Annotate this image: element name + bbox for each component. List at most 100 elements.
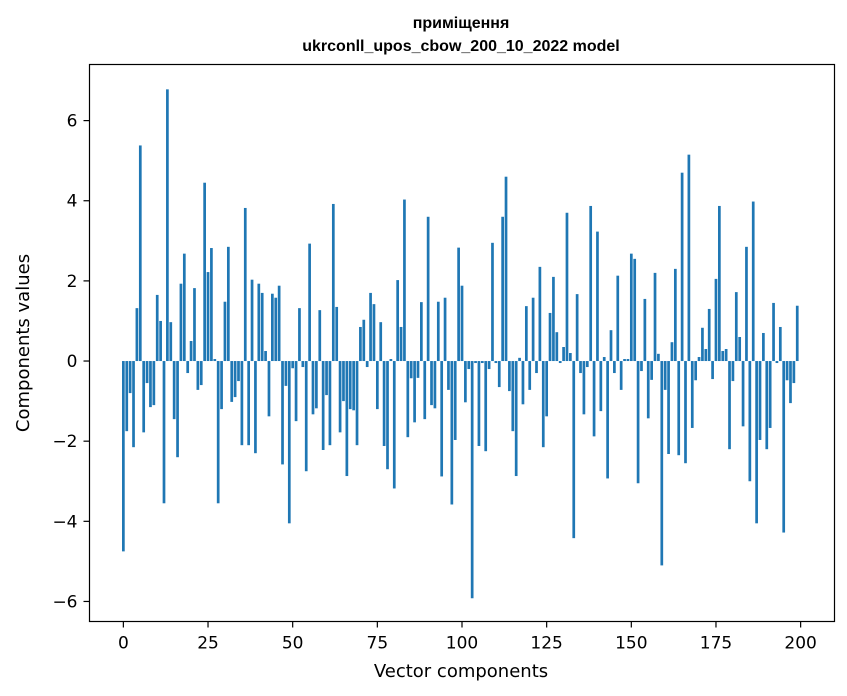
bar xyxy=(531,297,535,362)
y-tick-label: −4 xyxy=(52,512,77,532)
bar xyxy=(338,361,342,433)
y-tick-label: 4 xyxy=(67,192,78,212)
bar xyxy=(149,361,152,408)
bar xyxy=(166,89,169,362)
bar xyxy=(650,361,653,380)
bar xyxy=(348,361,352,410)
bar xyxy=(271,293,274,362)
bar xyxy=(369,292,372,362)
bar xyxy=(707,308,711,362)
bar xyxy=(125,361,129,432)
bar xyxy=(284,361,288,386)
bar xyxy=(518,357,521,362)
x-tick-label: 25 xyxy=(197,634,219,654)
bar xyxy=(721,351,725,362)
bar xyxy=(260,292,264,362)
bar xyxy=(514,361,518,477)
bar xyxy=(508,361,511,392)
y-tick-label: −6 xyxy=(52,592,77,612)
bar xyxy=(250,279,254,362)
bar xyxy=(582,361,586,415)
x-tick-label: 175 xyxy=(700,634,732,654)
bar xyxy=(403,199,406,362)
bar xyxy=(718,205,721,362)
bar xyxy=(579,361,582,374)
bar xyxy=(162,361,166,504)
bar xyxy=(680,172,684,362)
bar xyxy=(653,272,657,362)
bar xyxy=(433,361,437,409)
bar xyxy=(321,361,325,450)
bar xyxy=(169,322,173,362)
bar xyxy=(606,361,609,479)
bar xyxy=(535,361,538,374)
bar xyxy=(413,361,416,423)
bar xyxy=(287,361,291,524)
bar xyxy=(301,361,305,368)
bar xyxy=(277,285,281,362)
bar xyxy=(599,361,603,412)
y-axis-ticks: −6 −4 −2 0 2 4 6 xyxy=(52,112,90,612)
x-tick-label: 75 xyxy=(367,634,389,654)
bar xyxy=(203,182,206,362)
bar xyxy=(325,361,328,396)
bar xyxy=(420,302,423,362)
bar xyxy=(457,247,460,362)
bar xyxy=(690,361,694,428)
bar xyxy=(626,359,630,362)
bar xyxy=(264,351,267,362)
bar xyxy=(172,361,176,420)
bar xyxy=(657,353,660,362)
bar xyxy=(785,361,789,381)
bar xyxy=(474,361,477,364)
bar xyxy=(467,361,471,370)
bar xyxy=(660,361,664,566)
bar xyxy=(267,361,271,417)
bar xyxy=(155,294,159,362)
bar xyxy=(524,306,528,362)
bar xyxy=(291,361,295,369)
bar xyxy=(331,203,335,362)
bar xyxy=(619,361,623,390)
bar xyxy=(210,248,213,362)
bar xyxy=(765,361,769,450)
bar xyxy=(254,361,257,454)
bar xyxy=(504,176,508,362)
bar xyxy=(182,253,186,362)
bar xyxy=(199,361,203,386)
bar xyxy=(450,361,454,505)
bar xyxy=(778,326,782,362)
bar xyxy=(406,361,410,438)
bar xyxy=(494,361,498,364)
bar xyxy=(379,322,383,362)
chart-subtitle: ukrconll_upos_cbow_200_10_2022 model xyxy=(302,38,619,55)
x-tick-label: 125 xyxy=(530,634,562,654)
bar xyxy=(613,361,616,374)
bar xyxy=(230,361,234,402)
x-tick-label: 200 xyxy=(784,634,816,654)
bar xyxy=(782,361,786,533)
x-axis-ticks: 0 25 50 75 100 125 150 175 200 xyxy=(118,621,817,654)
bar xyxy=(670,342,674,362)
bar xyxy=(318,310,322,362)
bar xyxy=(741,361,745,427)
bar xyxy=(768,361,772,428)
bar xyxy=(443,297,447,362)
bar xyxy=(382,361,386,446)
bar xyxy=(748,361,752,482)
bar xyxy=(724,349,728,362)
bar xyxy=(460,285,464,362)
bar xyxy=(480,361,484,364)
bar xyxy=(159,320,162,362)
bar xyxy=(677,361,681,456)
bar xyxy=(359,326,362,362)
bar xyxy=(213,359,217,362)
bar xyxy=(196,361,200,390)
x-tick-label: 50 xyxy=(282,634,304,654)
bar xyxy=(122,361,125,552)
bar xyxy=(704,349,708,362)
bar xyxy=(152,361,156,406)
bar xyxy=(375,361,379,410)
bar xyxy=(538,266,542,362)
bar xyxy=(545,361,549,417)
